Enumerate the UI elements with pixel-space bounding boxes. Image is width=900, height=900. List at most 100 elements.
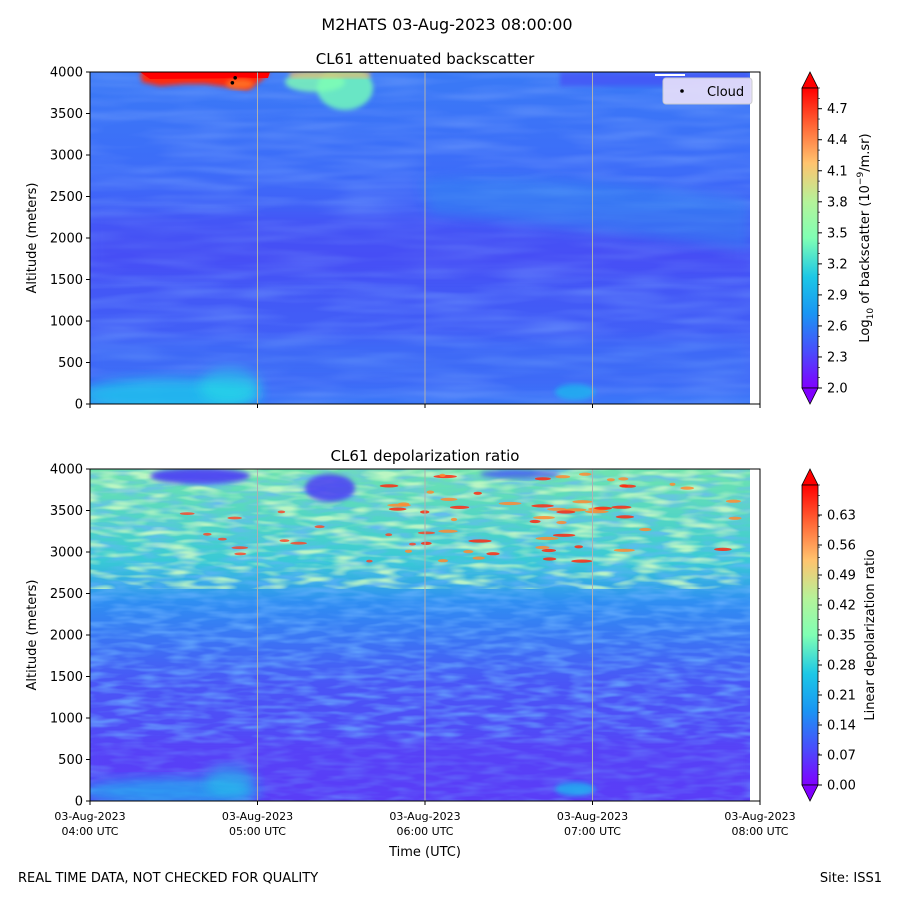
ytick-label: 2500 [50,587,83,602]
colorbar-tick-label: 0.28 [827,659,856,674]
depolarization-fleck [279,539,290,542]
xtick-date-label: 03-Aug-2023 [389,810,460,823]
footer-quality-note: REAL TIME DATA, NOT CHECKED FOR QUALITY [18,871,318,886]
depolarization-fleck [409,542,416,546]
ytick-label: 4000 [50,463,83,478]
colorbar-tick-label: 0.63 [827,509,856,524]
ytick-label: 500 [58,356,83,371]
depolarization-fleck [669,482,676,486]
depolarization-fleck [379,484,399,488]
ytick-label: 500 [58,753,83,768]
depolarization-fleck [571,559,593,563]
ytick-label: 4000 [50,66,83,81]
depolarization-fleck [290,541,307,545]
ytick-label: 3000 [50,546,83,561]
depolarization-fleck [611,505,632,509]
xtick-date-label: 03-Aug-2023 [724,810,795,823]
depolarization-fleck [385,533,393,537]
ytick-label: 0 [75,398,83,413]
backscatter-yticks: 0 500 1000 1500 2000 2500 3000 3500 4000 [50,66,90,413]
depolarization-fleck [535,536,559,541]
depolarization-fleck [468,539,492,543]
colorbar-tick-label: 3.2 [827,257,848,272]
depolarization-heatmap [90,469,760,801]
colorbar-tick-label: 2.0 [827,382,848,397]
depolarization-fleck [426,490,435,494]
xtick-date-label: 03-Aug-2023 [557,810,628,823]
depolarization-fleck [531,504,554,508]
depolarization-xticks: 03-Aug-2023 04:00 UTC 03-Aug-2023 05:00 UTC… [54,801,796,838]
ytick-label: 2000 [50,232,83,247]
backscatter-xticks [89,404,761,408]
colorbar-tick-label: 2.9 [827,288,848,303]
depolarization-fleck [404,549,413,553]
ytick-label: 1500 [50,670,83,685]
depolarization-fleck [541,548,556,553]
colorbar-tick-label: 0.14 [827,719,856,734]
depolarization-panel: CL61 depolarization ratio 0 500 1000 1500 20… [25,447,878,860]
depolarization-fleck [387,503,411,507]
xtick-date-label: 03-Aug-2023 [222,810,293,823]
depolarization-fleck [572,500,593,504]
xtick-time-label: 05:00 UTC [229,825,286,838]
depolarization-fleck [203,532,212,536]
depolarization-fleck [547,507,567,511]
depolarization-fleck [552,533,576,537]
colorbar-tick-label: 0.56 [827,539,856,554]
depolarization-fleck [618,477,629,481]
depolarization-fleck [529,519,541,524]
ytick-label: 2500 [50,190,83,205]
colorbar-tick-label: 0.35 [827,629,856,644]
depolarization-fleck [606,478,615,482]
depolarization-fleck [227,516,242,520]
backscatter-legend: Cloud [662,77,753,105]
depolarization-fleck [234,552,247,556]
cloud-points [230,76,237,85]
depolarization-fleck [486,552,500,556]
depolarization-fleck [473,491,482,495]
depolarization-fleck [613,548,635,552]
backscatter-heatmap [90,72,760,404]
depolarization-yticks: 0 500 1000 1500 2000 2500 3000 3500 4000 [50,463,90,810]
depolarization-fleck [366,559,373,563]
depolarization-fleck [533,516,555,520]
depolarization-fleck [417,531,436,535]
depolarization-fleck [584,510,609,514]
xtick-time-label: 06:00 UTC [396,825,453,838]
depolarization-fleck [714,547,732,552]
legend-cloud-marker [680,89,684,93]
colorbar-tick-label: 4.7 [827,102,848,117]
depolarization-fleck [463,550,474,554]
colorbar-tick-label: 0.00 [827,779,856,794]
backscatter-colorbar-label: Log10 of backscatter (10−9/m.sr) [856,133,876,342]
cloud-point [230,80,235,85]
xtick-time-label: 08:00 UTC [731,825,788,838]
depolarization-fleck [615,515,635,519]
depolarization-fleck [450,517,458,522]
depolarization-fleck [594,506,612,510]
colorbar-tick-label: 4.4 [827,133,848,148]
depolarization-fleck [179,512,195,515]
depolarization-fleck [450,505,470,509]
backscatter-panel: CL61 attenuated backscatter [25,50,876,413]
ytick-label: 3000 [50,149,83,164]
depolarization-ylabel: Altitude (meters) [25,580,40,691]
colorbar-tick-label: 2.3 [827,350,848,365]
backscatter-ylabel: Altitude (meters) [25,183,40,294]
footer-site: Site: ISS1 [820,871,882,886]
ytick-label: 3500 [50,107,83,122]
depolarization-fleck [314,525,325,529]
colorbar-tick-label: 4.1 [827,164,848,179]
depolarization-fleck [579,472,592,476]
ytick-label: 1500 [50,273,83,288]
depolarization-fleck [542,557,557,561]
depolarization-fleck [535,545,550,550]
colorbar-tick-label: 0.21 [827,689,856,704]
depolarization-fleck [556,510,576,514]
depolarization-fleck [388,507,407,511]
backscatter-gridlines [257,72,593,404]
backscatter-title: CL61 attenuated backscatter [316,50,535,68]
ytick-label: 3500 [50,504,83,519]
depolarization-fleck [277,510,286,514]
